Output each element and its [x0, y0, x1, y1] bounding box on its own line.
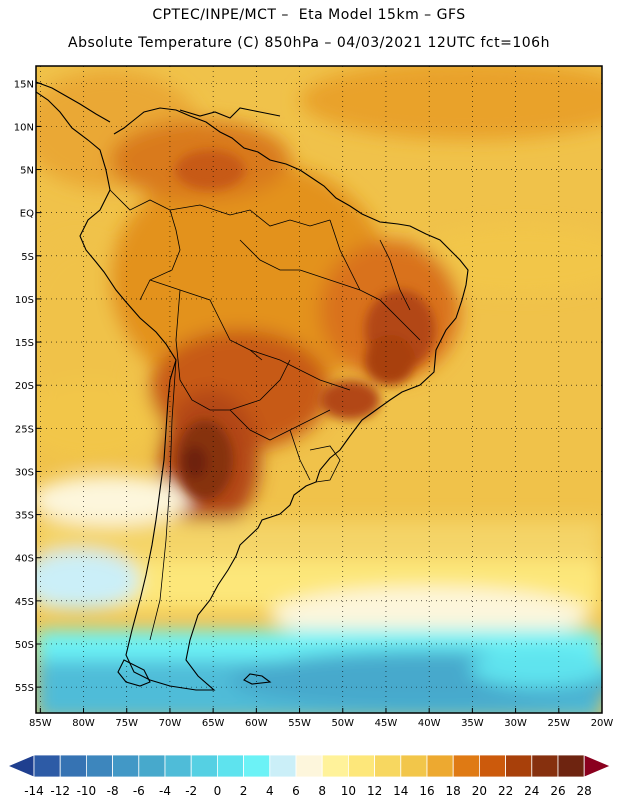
colorbar-tick-label: 12: [367, 784, 382, 798]
lat-label: 45S: [15, 597, 34, 608]
colorbar-tick-label: 24: [524, 784, 539, 798]
political-borders: [109, 189, 421, 641]
colorbar-tick-label: -12: [50, 784, 70, 798]
lat-label: 35S: [15, 511, 34, 522]
colorbar-swatch: [86, 754, 114, 778]
colorbar-tick-label: 20: [472, 784, 487, 798]
colorbar-tick-label: 0: [214, 784, 222, 798]
colorbar-tick-label: 16: [419, 784, 434, 798]
colorbar-tick-label: -10: [77, 784, 97, 798]
colorbar-tick-label: -8: [107, 784, 119, 798]
colorbar-swatch: [400, 754, 428, 778]
colorbar-swatch: [321, 754, 349, 778]
colorbar-swatch: [216, 754, 244, 778]
lon-label: 45W: [375, 718, 398, 729]
colorbar-swatch: [112, 754, 140, 778]
lon-label: 80W: [72, 718, 95, 729]
lat-label: 40S: [15, 554, 34, 565]
lon-label: 40W: [418, 718, 441, 729]
colorbar-tick-label: 18: [446, 784, 461, 798]
chart-title-line1: CPTEC/INPE/MCT – Eta Model 15km – GFS: [152, 7, 466, 23]
colorbar-swatch: [557, 754, 585, 778]
lat-label: 30S: [15, 467, 34, 478]
lon-label: 50W: [331, 718, 354, 729]
colorbar-swatch: [33, 754, 61, 778]
lon-label: 20W: [591, 718, 614, 729]
colorbar-swatch: [505, 754, 533, 778]
colorbar-tick-label: 10: [341, 784, 356, 798]
latitude-labels: 15N 10N 5N EQ 5S 10S 15S 20S 25S 30S 35S 40S 45S 50S 5…: [14, 79, 41, 694]
lat-label: 15S: [15, 338, 34, 349]
lat-label: 10N: [14, 122, 34, 133]
colorbar-swatch: [59, 754, 87, 778]
lon-label: 60W: [245, 718, 268, 729]
temperature-field: [36, 66, 602, 713]
colorbar-tick-label: -14: [24, 784, 44, 798]
lon-label: 30W: [504, 718, 527, 729]
colorbar-swatch: [138, 754, 166, 778]
longitude-labels: 85W 80W 75W 70W 65W 60W 55W 50W 45W 40W 35W 30W 25W 2…: [29, 708, 613, 729]
lat-label: 10S: [15, 295, 34, 306]
colorbar-swatch: [164, 754, 192, 778]
map-frame: [35, 65, 603, 714]
colorbar-tick-label: -6: [133, 784, 145, 798]
lon-label: 75W: [115, 718, 138, 729]
colorbar-arrow-low: [6, 754, 35, 778]
colorbar-tick-label: -2: [185, 784, 197, 798]
colorbar-swatch: [426, 754, 454, 778]
lon-label: 55W: [288, 718, 311, 729]
lat-label: 55S: [15, 683, 34, 694]
colorbar-swatch: [531, 754, 559, 778]
colorbar-swatch: [295, 754, 323, 778]
coastlines: [36, 81, 469, 691]
colorbar: -14 -12 -10 -8 -6 -4 -2 0 2 4 6 8 10 12 14 16 18 20 22 24 26…: [6, 754, 612, 798]
lon-label: 35W: [461, 718, 484, 729]
lon-label: 65W: [202, 718, 225, 729]
colorbar-swatch: [190, 754, 218, 778]
lat-label: EQ: [20, 209, 34, 220]
colorbar-swatch: [452, 754, 480, 778]
lon-label: 70W: [159, 718, 182, 729]
colorbar-swatch: [478, 754, 506, 778]
colorbar-swatch: [347, 754, 375, 778]
chart-title-line2: Absolute Temperature (C) 850hPa – 04/03/…: [68, 35, 550, 51]
lat-label: 20S: [15, 381, 34, 392]
colorbar-tick-label: 2: [240, 784, 248, 798]
colorbar-tick-label: 6: [292, 784, 300, 798]
lat-label: 50S: [15, 640, 34, 651]
lon-label: 25W: [547, 718, 570, 729]
colorbar-tick-label: 28: [577, 784, 592, 798]
colorbar-tick-label: 8: [318, 784, 326, 798]
colorbar-tick-label: -4: [159, 784, 171, 798]
colorbar-swatch: [374, 754, 402, 778]
colorbar-swatch: [269, 754, 297, 778]
colorbar-tick-label: 4: [266, 784, 274, 798]
colorbar-tick-label: 22: [498, 784, 513, 798]
lat-label: 5N: [20, 166, 34, 177]
lat-label: 25S: [15, 424, 34, 435]
lon-label: 85W: [29, 718, 52, 729]
colorbar-tick-label: 26: [550, 784, 565, 798]
colorbar-tick-label: 14: [393, 784, 408, 798]
lat-label: 5S: [21, 252, 34, 263]
colorbar-arrow-high: [583, 754, 612, 778]
colorbar-swatch: [243, 754, 271, 778]
lat-label: 15N: [14, 79, 34, 90]
